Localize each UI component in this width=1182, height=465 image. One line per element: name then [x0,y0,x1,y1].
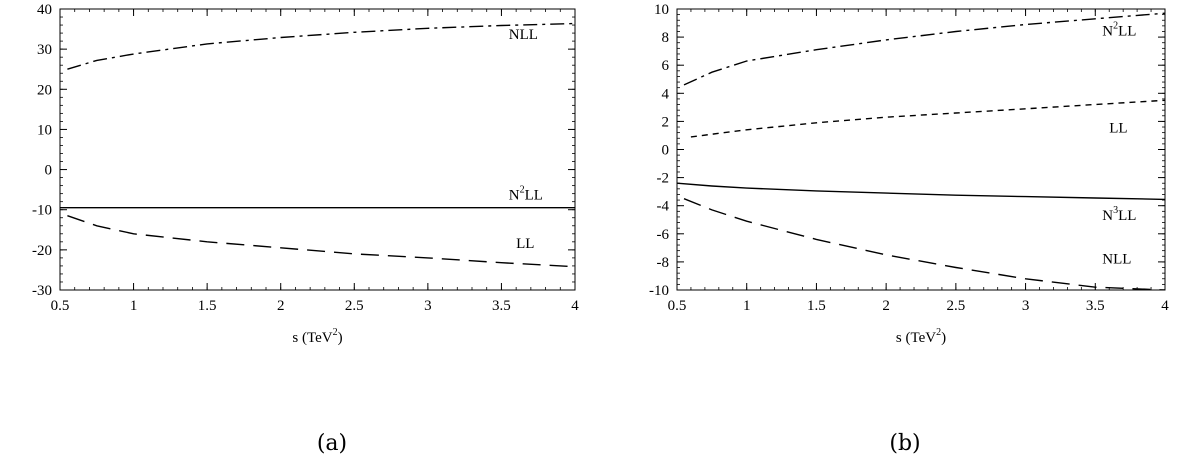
series-label-main: NLL [509,27,538,43]
x-tick-label: 4 [571,298,579,314]
y-tick-label: -10 [32,203,52,219]
y-tick-label: 20 [37,82,52,98]
series-line-ll [67,215,575,268]
x-tick-label: 3 [424,298,432,314]
y-tick-label: 8 [662,30,670,46]
series-label-sup: 3 [1113,205,1118,216]
series-label-sup: 2 [1113,21,1118,32]
y-tick-label: -6 [657,227,670,243]
series-label-main: LL [1109,121,1127,137]
series-label-main: N [1102,24,1113,40]
x-tick-label: 2.5 [946,298,965,314]
series-label: NLL [1102,251,1131,267]
y-tick-label: 40 [37,2,52,18]
x-tick-label: 2 [882,298,890,314]
series-line-ll [690,99,1165,138]
series-line-n3ll [677,182,1165,201]
series-label-end: LL [525,188,543,204]
x-tick-label: 1.5 [198,298,217,314]
x-tick-label: 3.5 [1086,298,1105,314]
x-axis-title-end: ) [941,330,946,346]
series-label: N2LL [1102,21,1136,40]
minor-ticks [676,8,1166,291]
panel-caption: (b) [889,431,920,456]
y-tick-label: 4 [662,86,670,102]
series-label: N3LL [1102,205,1136,224]
x-tick-label: 3 [1022,298,1030,314]
x-tick-label: 1 [130,298,138,314]
series-line-n2ll [683,12,1165,86]
x-axis-title-main: s (TeV [292,330,332,346]
x-axis-title-end: ) [338,330,343,346]
series-label-main: N [1102,208,1113,224]
series-line-nll [683,198,1165,290]
x-tick-label: 1 [743,298,751,314]
y-tick-label: 6 [662,58,670,74]
y-tick-label: -4 [657,199,670,215]
series-label: LL [1109,121,1127,137]
series-line-nll [67,22,575,70]
y-tick-label: -2 [657,171,670,187]
series-label-sup: 2 [520,185,525,196]
x-axis-title: s (TeV2) [896,327,946,346]
x-tick-label: 2 [277,298,285,314]
panel-caption: (a) [317,431,347,456]
series-label-main: N [509,188,520,204]
y-tick-label: 10 [37,122,52,138]
y-tick-label: 10 [654,2,669,18]
series-label-main: NLL [1102,251,1131,267]
x-tick-label: 0.5 [668,298,687,314]
x-tick-label: 2.5 [345,298,364,314]
x-tick-label: 4 [1161,298,1169,314]
series-label-end: LL [1118,208,1136,224]
y-tick-label: -20 [32,243,52,259]
y-tick-label: 2 [662,114,670,130]
x-tick-label: 1.5 [807,298,826,314]
y-tick-label: -8 [657,255,670,271]
series-label-end: LL [1118,24,1136,40]
y-tick-label: -10 [649,283,669,299]
y-tick-label: 0 [45,163,53,179]
x-axis-title-sup: 2 [936,327,941,338]
minor-ticks [59,8,576,291]
x-tick-label: 0.5 [51,298,70,314]
x-axis-title: s (TeV2) [292,327,342,346]
x-axis-title-main: s (TeV [896,330,936,346]
y-tick-label: 30 [37,42,52,58]
series-label: NLL [509,27,538,43]
series-label-main: LL [516,236,534,252]
series-label: LL [516,236,534,252]
plot-frame [59,8,576,291]
plot-frame [676,8,1166,291]
y-tick-label: -30 [32,283,52,299]
panel-a: 0.5 1 1.5 2 2.5 3 3.5 4-30-20-10010203040NLLN2L… [32,2,579,456]
x-axis-title-sup: 2 [333,327,338,338]
x-tick-label: 3.5 [492,298,511,314]
y-tick-label: 0 [662,143,670,159]
panel-b: 0.5 1 1.5 2 2.5 3 3.5 4-10-8-6-4-20246810N2LLLL… [649,2,1169,456]
series-label: N2LL [509,185,543,204]
